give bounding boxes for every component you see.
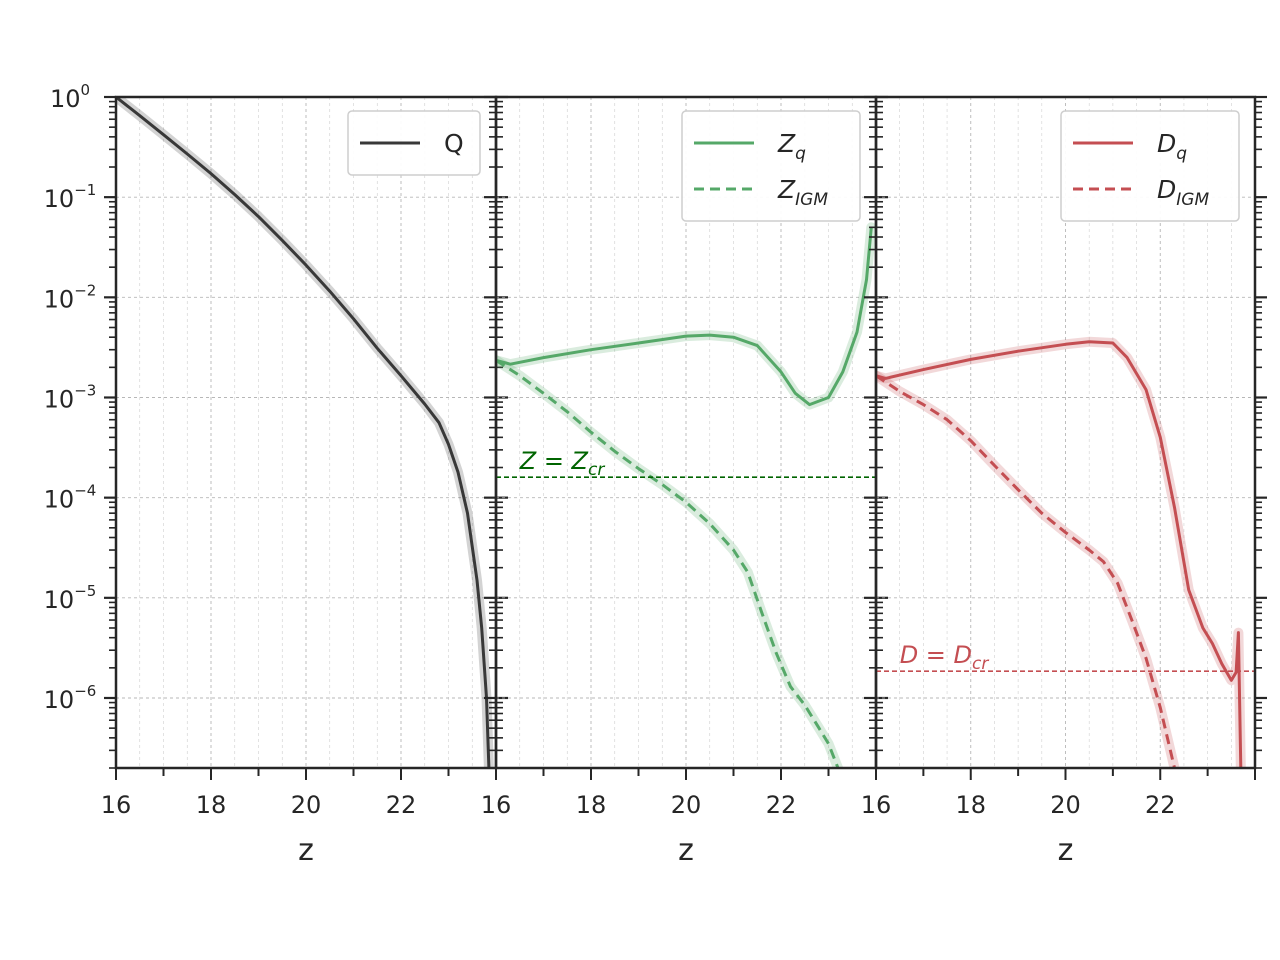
y-tick-exponent: −1 [74,181,96,199]
legend-box [1060,110,1240,222]
plot-area [496,222,876,768]
y-tick-exponent: −2 [74,281,96,299]
legend-label: Q [444,129,464,158]
series-line-1 [876,374,1176,768]
y-tick-base: 10 [44,686,75,714]
legend-label-sub: q [795,144,806,164]
threshold-label-2: D = Dcr [900,641,990,674]
x-axis: 16 18 20 22 [861,768,1256,819]
x-tick-label: 16 [101,791,132,819]
series-line-0 [876,340,1243,768]
x-axis: 16 18 20 22 [101,768,497,819]
legend-label-sub: q [1176,144,1187,164]
x-axis: 16 18 20 22 [481,768,877,819]
x-tick-label: 18 [955,791,986,819]
y-tick-label: 10−2 [44,281,97,313]
y-tick-label: 10−6 [44,682,97,714]
y-tick-label: 10−4 [44,482,97,514]
y-axis [864,95,1267,769]
legend-label-main: Z [777,129,796,158]
x-tick-label: 22 [386,791,417,819]
x-tick-label: 20 [291,791,322,819]
y-tick-exponent: 0 [81,81,91,99]
legend-label-sub: IGM [795,190,828,210]
x-tick-label: 22 [1145,791,1176,819]
x-tick-label: 20 [1050,791,1081,819]
legend-label: ZIGM [777,175,828,210]
legend-label: DIGM [1157,175,1209,210]
legend-label: Zq [777,129,806,164]
y-tick-exponent: −3 [74,381,96,399]
legend-box [681,110,861,222]
legend-label-main: Z [777,175,796,204]
y-tick-exponent: −6 [74,682,96,700]
y-tick-exponent: −4 [74,482,96,500]
y-tick-base: 10 [44,185,75,213]
x-tick-label: 16 [481,791,512,819]
threshold-label-sub: cr [972,654,989,674]
y-tick-base: 10 [44,586,75,614]
x-tick-label: 18 [196,791,227,819]
x-axis-label: z [1058,833,1074,868]
y-tick-base: 10 [44,285,75,313]
y-tick-label: 100 [50,81,90,113]
y-tick-base: 10 [44,385,75,413]
y-tick-base: 10 [50,85,81,113]
y-tick-label: 10−5 [44,582,97,614]
legend-label: Dq [1157,129,1187,164]
threshold-label-main: D = D [900,641,972,669]
grid [495,96,877,768]
y-tick-base: 10 [44,486,75,514]
x-tick-label: 18 [576,791,607,819]
threshold-label-sub: cr [588,460,605,480]
legend-label-main: D [1157,175,1176,204]
series-line-0 [116,97,491,768]
series-line-1 [496,359,840,768]
y-tick-exponent: −5 [74,582,96,600]
x-axis-label: z [298,833,314,868]
plot-area [876,336,1255,768]
x-tick-label: 22 [766,791,797,819]
threshold-label-main: Z = Z [519,447,589,475]
x-tick-label: 20 [671,791,702,819]
legend: Q [347,110,481,176]
plot-area [116,97,494,768]
threshold-label-2: Z = Zcr [519,447,606,480]
legend-label-main: D [1157,129,1176,158]
y-tick-label: 10−1 [44,181,97,213]
series-line-0 [496,227,873,407]
legend-label-sub: IGM [1176,190,1209,210]
y-tick-label: 10−3 [44,381,97,413]
x-tick-label: 16 [861,791,892,819]
x-axis-label: z [678,833,694,868]
